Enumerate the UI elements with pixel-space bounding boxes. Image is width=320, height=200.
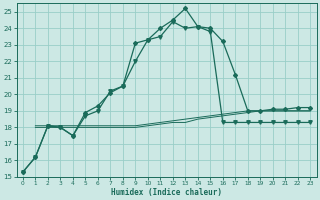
X-axis label: Humidex (Indice chaleur): Humidex (Indice chaleur) (111, 188, 222, 197)
